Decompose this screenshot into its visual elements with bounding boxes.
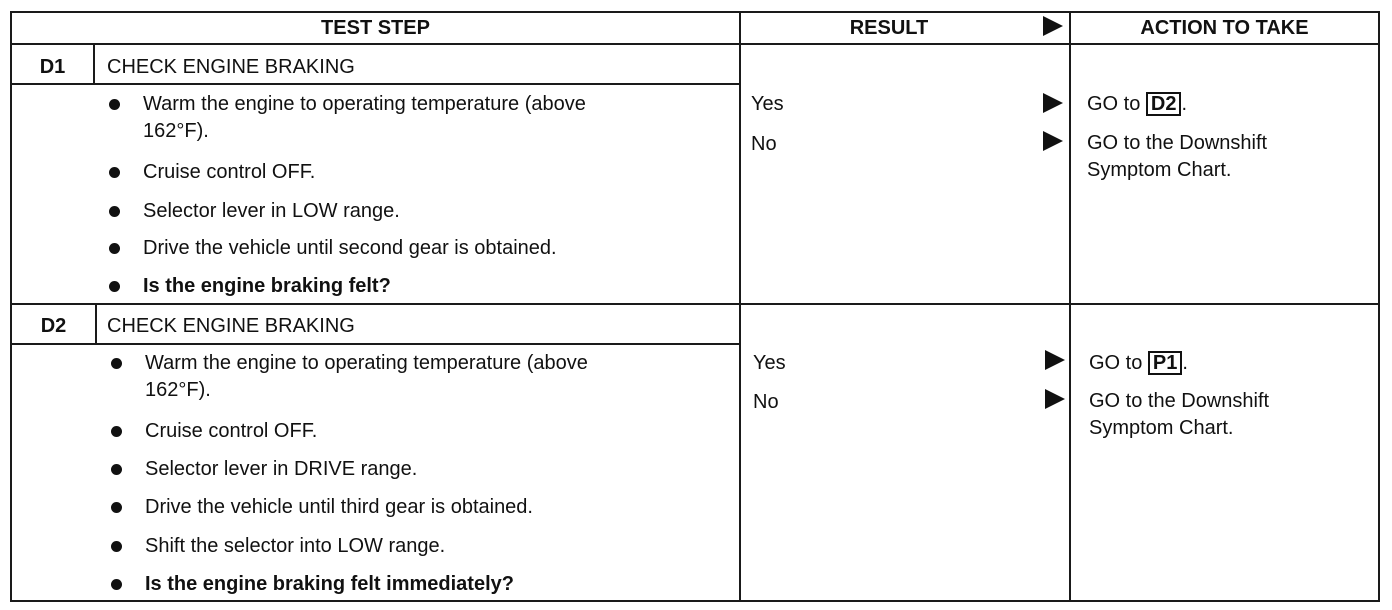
header-bottom-border xyxy=(10,43,1380,45)
d2-yes-arrow-icon xyxy=(1045,350,1065,370)
d2-action-no-line2: Symptom Chart. xyxy=(1089,417,1234,439)
d2-action-yes-suffix: . xyxy=(1182,352,1188,374)
bullet-icon xyxy=(111,358,122,369)
bullet-icon xyxy=(111,502,122,513)
d2-result-yes: Yes xyxy=(753,352,786,374)
bullet-icon xyxy=(109,243,120,254)
table-right-border xyxy=(1378,11,1380,602)
d2-id-divider xyxy=(95,303,97,344)
d2-action-no-line1: GO to the Downshift xyxy=(1089,390,1270,412)
action-column-divider xyxy=(1069,11,1071,602)
bullet-icon xyxy=(111,579,122,590)
d1-result-no: No xyxy=(751,133,777,155)
d2-bullet-4: Drive the vehicle until third gear is ob… xyxy=(145,496,533,518)
result-column-divider xyxy=(739,11,741,602)
table-bottom-border xyxy=(10,600,1380,602)
bullet-icon xyxy=(111,464,122,475)
d2-title-bottom-border xyxy=(10,343,740,345)
bullet-icon xyxy=(111,541,122,552)
header-test-step: TEST STEP xyxy=(321,17,430,39)
bullet-icon xyxy=(109,281,120,292)
table-left-border xyxy=(10,11,12,602)
header-arrow-icon xyxy=(1043,16,1063,36)
header-action: ACTION TO TAKE xyxy=(1140,17,1309,39)
bullet-icon xyxy=(109,167,120,178)
bullet-icon xyxy=(109,206,120,217)
d1-action-yes-prefix: GO to xyxy=(1087,93,1146,115)
d2-no-arrow-icon xyxy=(1045,389,1065,409)
step-title-d1: CHECK ENGINE BRAKING xyxy=(107,56,355,78)
d1-action-no-line2: Symptom Chart. xyxy=(1087,159,1232,181)
step-id-d1: D1 xyxy=(39,56,66,78)
d2-bullet-5: Shift the selector into LOW range. xyxy=(145,535,446,557)
d1-bullet-3: Selector lever in LOW range. xyxy=(143,200,400,222)
d2-action-yes-prefix: GO to xyxy=(1089,352,1148,374)
d1-title-bottom-border xyxy=(10,83,740,85)
d1-id-divider xyxy=(93,43,95,84)
header-result: RESULT xyxy=(849,17,929,39)
d2-action-yes: GO to P1. xyxy=(1089,350,1188,376)
d1-bullet-1: Warm the engine to operating temperature… xyxy=(143,93,586,115)
d1-result-yes: Yes xyxy=(751,93,784,115)
d1-bullet-1-cont: 162°F). xyxy=(143,120,209,142)
d2-bullet-3: Selector lever in DRIVE range. xyxy=(145,458,418,480)
d2-bullet-1-cont: 162°F). xyxy=(145,379,211,401)
bullet-icon xyxy=(109,99,120,110)
d1-action-yes-suffix: . xyxy=(1181,93,1188,115)
d1-action-no-line1: GO to the Downshift xyxy=(1087,132,1268,154)
d1-yes-arrow-icon xyxy=(1043,93,1063,113)
step-separator xyxy=(10,303,1380,305)
d2-result-no: No xyxy=(753,391,779,413)
bullet-icon xyxy=(111,426,122,437)
step-title-d2: CHECK ENGINE BRAKING xyxy=(107,315,355,337)
d1-action-ref-d2[interactable]: D2 xyxy=(1145,92,1182,116)
d1-no-arrow-icon xyxy=(1043,131,1063,151)
d2-action-ref-p1[interactable]: P1 xyxy=(1147,351,1183,375)
table-top-border xyxy=(10,11,1380,13)
d2-question: Is the engine braking felt immediately? xyxy=(145,573,514,595)
d2-bullet-1: Warm the engine to operating temperature… xyxy=(145,352,588,374)
d1-question: Is the engine braking felt? xyxy=(143,275,391,297)
step-id-d2: D2 xyxy=(40,315,67,337)
d2-bullet-2: Cruise control OFF. xyxy=(145,420,318,442)
d1-bullet-2: Cruise control OFF. xyxy=(143,161,316,183)
d1-bullet-4: Drive the vehicle until second gear is o… xyxy=(143,237,557,259)
d1-action-yes: GO to D2. xyxy=(1087,91,1187,117)
